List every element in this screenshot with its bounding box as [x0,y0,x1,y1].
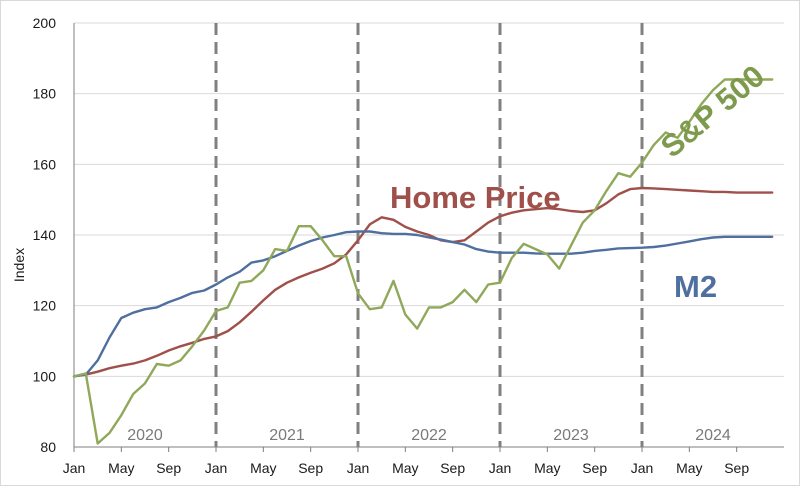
x-tick-label: Sep [440,460,465,476]
x-tick-label: Sep [156,460,181,476]
y-tick-label: 160 [33,156,57,172]
axes: 80 100 120 140 160 180 200 Jan May Sep Jan May Sep Ja… [33,15,784,476]
x-tick-label: May [676,460,702,476]
year-dividers [214,23,644,447]
year-label: 2022 [411,427,447,444]
x-tick-label: May [534,460,560,476]
x-tick-label: May [250,460,276,476]
home-price-line [72,186,774,378]
x-tick-label: Sep [298,460,323,476]
x-tick-label: Jan [489,460,512,476]
y-axis-title: Index [11,248,27,282]
gridlines [74,22,784,377]
year-labels: 2020 2021 2022 2023 2024 [127,427,731,444]
m2-series-label: M2 [674,269,717,304]
y-tick-label: 80 [40,439,56,455]
y-tick-label: 200 [33,15,57,31]
year-label: 2023 [553,427,589,444]
y-tick-label: 180 [33,86,57,102]
y-tick-label: 120 [33,298,57,314]
x-tick-label: Jan [347,460,370,476]
x-tick-label: May [108,460,134,476]
x-tick-label: Jan [205,460,228,476]
year-label: 2024 [695,427,731,444]
series-lines [72,78,774,445]
s-p-500-line [72,78,774,445]
x-tick-label: Jan [631,460,654,476]
y-tick-label: 100 [33,368,57,384]
y-tick-label: 140 [33,227,57,243]
x-tick-label: May [392,460,418,476]
m2-line [72,230,774,378]
x-tick-label: Sep [582,460,607,476]
year-label: 2020 [127,427,163,444]
x-tick-label: Sep [724,460,749,476]
x-tick-label: Jan [63,460,86,476]
home-price-series-label: Home Price [390,180,561,215]
year-label: 2021 [269,427,305,444]
